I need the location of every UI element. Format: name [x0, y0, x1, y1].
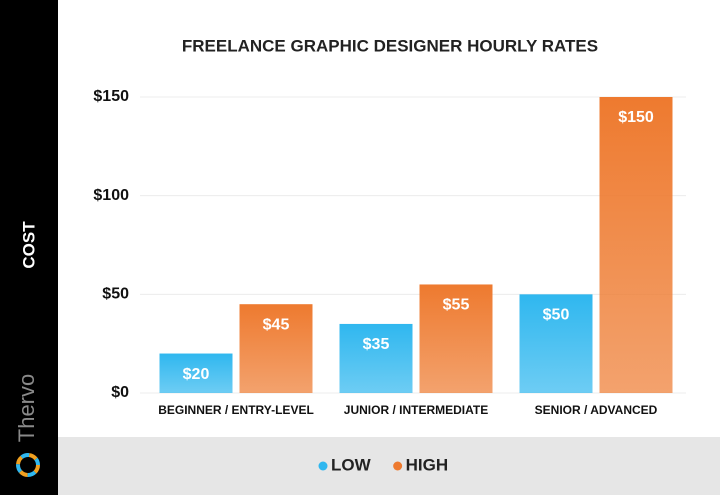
x-tick-label: BEGINNER / ENTRY-LEVEL	[158, 403, 314, 417]
legend-label: LOW	[331, 455, 372, 474]
logo-ring	[16, 453, 40, 477]
legend-label: HIGH	[406, 455, 449, 474]
bar	[339, 323, 413, 393]
bar	[419, 284, 493, 393]
bar	[239, 304, 313, 393]
legend-band	[58, 437, 720, 495]
value-label: $150	[618, 109, 654, 126]
y-tick-label: $50	[102, 286, 129, 303]
bar	[519, 294, 593, 393]
x-tick-label: SENIOR / ADVANCED	[535, 403, 658, 417]
bar	[159, 353, 233, 393]
bar	[599, 97, 673, 393]
brand-logo	[16, 453, 40, 477]
sidebar	[0, 0, 58, 495]
value-label: $50	[543, 307, 570, 324]
y-tick-label: $100	[93, 187, 129, 204]
value-label: $45	[263, 316, 290, 333]
value-label: $20	[183, 366, 210, 383]
x-tick-label: JUNIOR / INTERMEDIATE	[344, 403, 488, 417]
y-axis-label: COST	[19, 221, 38, 269]
legend-marker	[318, 461, 328, 471]
chart-title: FREELANCE GRAPHIC DESIGNER HOURLY RATES	[182, 36, 598, 55]
legend-marker	[393, 461, 403, 471]
y-tick-label: $150	[93, 88, 129, 105]
value-label: $35	[363, 336, 390, 353]
value-label: $55	[443, 297, 470, 314]
y-tick-label: $0	[111, 384, 129, 401]
brand: Thervo	[14, 374, 39, 442]
